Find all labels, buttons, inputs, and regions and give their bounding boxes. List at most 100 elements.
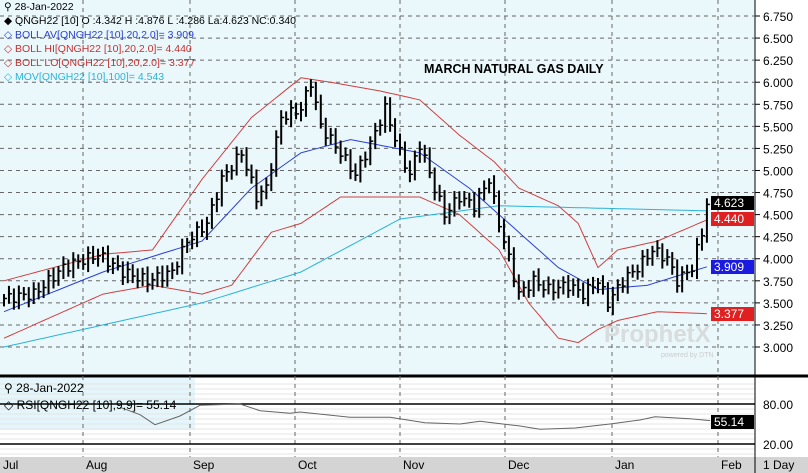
boll-av-text: BOLL AV[QNGH22 [10],20,2.0]= 3.909 — [15, 29, 194, 41]
date-label: ⚲ 28-Jan-2022 — [4, 1, 74, 14]
month-label-jan: Jan — [615, 458, 635, 472]
price-bar — [428, 147, 433, 179]
price-bar — [572, 278, 577, 296]
price-bar — [463, 191, 468, 207]
month-label-dec: Dec — [508, 458, 530, 472]
month-label-oct: Oct — [298, 458, 317, 472]
price-bar — [557, 279, 562, 299]
price-bar — [72, 252, 77, 279]
price-bar — [611, 286, 616, 316]
timeframe-button[interactable]: 1 Day — [763, 458, 795, 472]
price-bar — [295, 102, 300, 120]
price-tick-label: 5.500 — [763, 120, 793, 134]
boll-hi-legend: ◇ BOLL HI[QNGH22 [10],20,2.0]= 4.440 — [4, 43, 192, 56]
dtn-watermark: powered by DTN — [661, 352, 714, 359]
price-bar — [181, 238, 186, 275]
price-bar — [626, 266, 631, 294]
price-bar — [67, 259, 72, 277]
rsi-tick-label: 80.00 — [763, 398, 793, 412]
date-text: 28-Jan-2022 — [14, 1, 74, 13]
price-bar — [705, 198, 710, 243]
price-bar — [403, 141, 408, 173]
price-bar — [646, 248, 651, 266]
price-bar — [349, 149, 354, 180]
rsi-tick-label: 20.00 — [763, 438, 793, 452]
price-bar — [141, 267, 146, 287]
month-label-nov: Nov — [403, 458, 425, 472]
price-bar — [597, 278, 601, 294]
price-bar — [448, 203, 453, 225]
diamond-icon: ◇ — [4, 57, 13, 69]
price-bar — [587, 278, 592, 307]
price-bar — [186, 237, 191, 254]
price-bar — [483, 180, 488, 201]
price-bar — [126, 261, 131, 284]
price-tick-label: 5.750 — [763, 98, 793, 112]
price-tick-label: 5.000 — [763, 164, 793, 178]
price-bar — [399, 133, 403, 156]
price-tick-label: 6.000 — [763, 76, 793, 90]
price-bar — [201, 219, 205, 237]
price-bar — [37, 282, 42, 300]
price-bar — [245, 147, 250, 177]
price-bar — [354, 163, 359, 181]
chart-title: MARCH NATURAL GAS DAILY — [424, 62, 604, 76]
price-bar — [285, 111, 290, 125]
month-label-jul: Jul — [3, 458, 19, 472]
price-bar — [47, 269, 52, 295]
price-bar — [32, 282, 37, 305]
boll-hi-tag: 4.440 — [711, 212, 754, 226]
price-bar — [616, 279, 621, 302]
price-bar — [458, 191, 463, 210]
quote-text: QNGH22 [10] O :4.342 H :4.876 L :4.286 L… — [15, 15, 296, 27]
price-bar — [7, 285, 12, 304]
mov-legend: ◇ MOV[QNGH22 [10],100]= 4.543 — [4, 71, 164, 84]
price-bar — [215, 192, 220, 213]
price-bar — [3, 294, 7, 307]
price-bar — [116, 255, 121, 271]
price-bar — [413, 150, 418, 181]
price-bar — [121, 261, 126, 286]
price-bar — [111, 257, 116, 275]
rsi-tag: 55.14 — [711, 415, 754, 429]
boll-hi-line — [3, 77, 708, 282]
price-bar — [552, 279, 557, 301]
price-bar — [171, 262, 176, 280]
month-label-feb: Feb — [721, 458, 742, 472]
price-bar — [82, 254, 87, 270]
price-bar — [329, 127, 334, 145]
price-bar — [453, 191, 458, 217]
boll-lo-text: BOLL LO[QNGH22 [10],20,2.0]= 3.377 — [15, 57, 196, 69]
price-bar — [220, 169, 225, 207]
price-tick-label: 3.500 — [763, 297, 793, 311]
price-bar — [384, 96, 389, 133]
last-price-tag: 4.623 — [711, 196, 754, 210]
time-axis — [0, 457, 808, 473]
rsi-legend: ◇ RSI[QNGH22 [10],9,9]= 55.14 — [4, 398, 176, 412]
price-tick-label: 6.750 — [763, 10, 793, 24]
diamond-icon: ◇ — [4, 398, 14, 412]
price-bar — [473, 192, 478, 218]
price-bar — [369, 136, 374, 166]
diamond-icon: ◇ — [4, 43, 13, 55]
price-bar — [686, 264, 691, 281]
price-bar — [240, 149, 245, 163]
price-bar — [542, 280, 547, 298]
price-bar — [364, 151, 369, 168]
price-bar — [161, 265, 166, 288]
price-bar — [225, 164, 230, 182]
price-tick-label: 6.250 — [763, 54, 793, 68]
price-tick-label: 3.250 — [763, 319, 793, 333]
price-bar — [507, 235, 512, 262]
price-bar — [42, 280, 47, 299]
price-bar — [87, 246, 92, 273]
price-bar — [359, 155, 364, 183]
price-bar — [300, 101, 304, 122]
mov-100-line — [3, 205, 707, 348]
price-bar — [314, 81, 319, 111]
price-bar — [255, 169, 260, 210]
month-label-aug: Aug — [86, 458, 108, 472]
price-bar — [17, 285, 22, 310]
boll-hi-text: BOLL HI[QNGH22 [10],20,2.0]= 4.440 — [15, 43, 192, 55]
